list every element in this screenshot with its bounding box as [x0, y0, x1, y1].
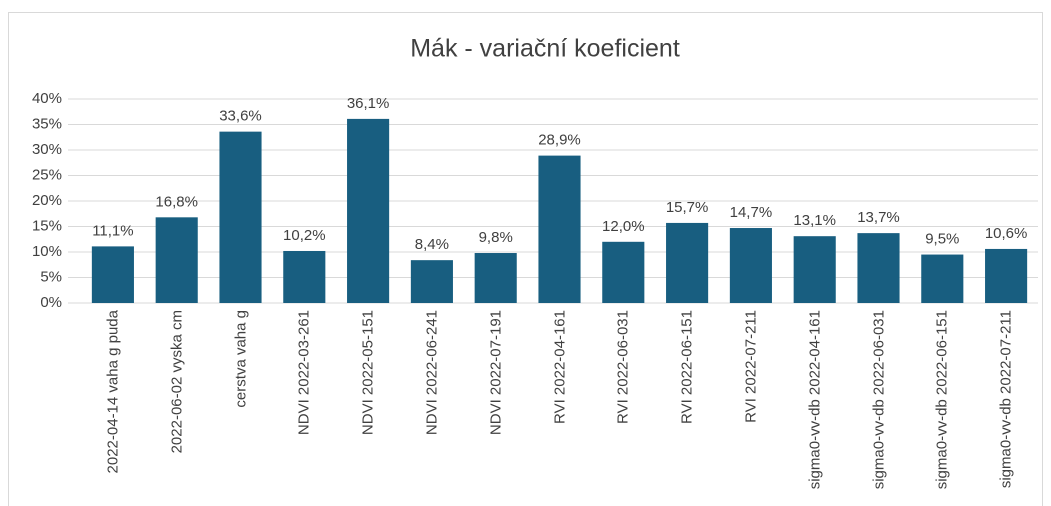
data-label: 10,6% — [985, 225, 1028, 242]
data-label: 36,1% — [347, 95, 390, 112]
bar — [410, 260, 453, 303]
data-label: 11,1% — [92, 222, 133, 239]
x-tick-label: RVI 2022-06-031 — [614, 310, 632, 424]
data-label: 12,0% — [602, 218, 645, 235]
chart-border — [8, 12, 1043, 506]
data-label: 28,9% — [538, 132, 581, 149]
bar — [666, 222, 709, 303]
x-tick-label: NDVI 2022-07-191 — [487, 310, 505, 436]
x-tick-label: sigma0-vv-db 2022-06-151 — [933, 310, 951, 490]
y-tick-label: 15% — [32, 217, 62, 234]
data-label: 13,1% — [793, 212, 836, 229]
data-label: 13,7% — [857, 209, 900, 226]
data-label: 15,7% — [666, 199, 709, 216]
y-tick-label: 10% — [32, 243, 62, 260]
bar — [474, 253, 517, 303]
y-tick-label: 30% — [32, 141, 62, 158]
x-tick-label: NDVI 2022-05-151 — [359, 310, 377, 436]
bar — [91, 246, 134, 303]
bar — [219, 131, 262, 303]
y-tick-label: 25% — [32, 166, 62, 183]
y-tick-label: 35% — [32, 115, 62, 132]
bar — [793, 236, 836, 303]
x-tick-label: 2022-04-14 vaha g puda — [104, 310, 122, 474]
y-tick-label: 0% — [40, 294, 62, 311]
chart-title: Mák - variační koeficient — [410, 35, 680, 63]
bar — [538, 155, 581, 303]
bar — [602, 241, 645, 303]
x-tick-label: RVI 2022-04-161 — [551, 310, 568, 424]
bar — [857, 233, 900, 303]
x-tick-label: 2022-06-02 vyska cm — [168, 310, 186, 454]
bar — [729, 228, 772, 303]
x-tick-label: NDVI 2022-03-261 — [295, 310, 313, 436]
data-label: 8,4% — [415, 236, 449, 253]
data-label: 16,8% — [155, 193, 198, 210]
x-tick-label: NDVI 2022-06-241 — [423, 310, 441, 436]
data-label: 9,5% — [925, 231, 959, 248]
y-tick-label: 40% — [32, 90, 62, 107]
bar — [347, 118, 390, 303]
y-tick-label: 20% — [32, 192, 62, 209]
x-tick-label: sigma0-vv-db 2022-06-031 — [870, 310, 887, 490]
x-tick-label: cerstva vaha g — [232, 310, 249, 408]
x-tick-label: sigma0-vv-db 2022-07-211 — [997, 310, 1015, 489]
x-tick-label: RVI 2022-06-151 — [678, 310, 696, 424]
y-tick-label: 5% — [40, 268, 62, 285]
data-label: 14,7% — [730, 204, 773, 221]
bar — [921, 254, 964, 303]
data-label: 33,6% — [219, 108, 262, 125]
data-label: 10,2% — [283, 227, 326, 244]
bar — [283, 250, 326, 303]
data-label: 9,8% — [479, 229, 513, 246]
bar — [985, 248, 1028, 303]
bar — [155, 217, 198, 303]
x-tick-label: RVI 2022-07-211 — [742, 310, 760, 423]
x-tick-label: sigma0-vv-db 2022-04-161 — [806, 310, 824, 490]
